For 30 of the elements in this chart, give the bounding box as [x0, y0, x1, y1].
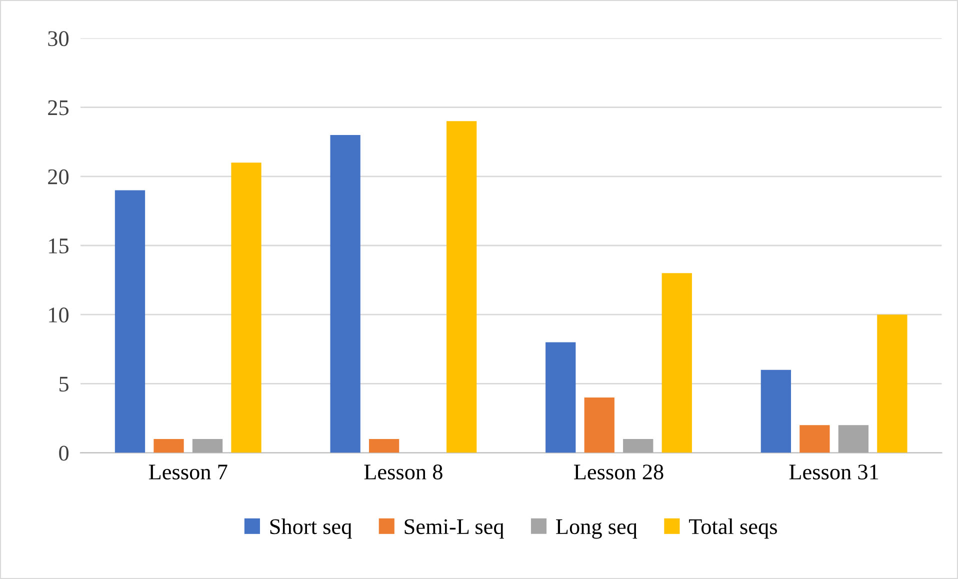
x-tick-label: Lesson 31 [789, 464, 878, 480]
bar [154, 438, 184, 453]
bar [760, 370, 791, 453]
bar [838, 425, 869, 453]
y-tick-label: 0 [59, 446, 69, 461]
legend-label: Long seq [556, 519, 638, 539]
legend-label: Total seqs [689, 518, 777, 539]
y-tick-label: 30 [48, 31, 69, 46]
legend-label: Semi-L seq [404, 519, 504, 539]
bar [877, 314, 908, 453]
y-tick-label: 5 [60, 376, 68, 392]
bar [192, 438, 223, 453]
bar [231, 162, 262, 453]
bar [368, 438, 400, 453]
bar [800, 425, 830, 453]
x-tick-label: Lesson 8 [364, 464, 442, 480]
x-tick-label: Lesson 28 [574, 464, 664, 480]
y-tick-label: 10 [49, 308, 69, 323]
bar [330, 134, 360, 453]
y-tick-label: 20 [48, 169, 69, 184]
y-tick-label: 25 [48, 100, 68, 116]
bar [446, 121, 477, 453]
x-tick-label: Lesson 7 [148, 464, 228, 480]
bar [546, 342, 576, 453]
bar [114, 190, 146, 453]
bar [662, 273, 692, 453]
bar [623, 438, 654, 453]
y-tick-label: 15 [49, 238, 68, 254]
bar [584, 398, 614, 453]
legend-label: Short seq [270, 518, 352, 539]
